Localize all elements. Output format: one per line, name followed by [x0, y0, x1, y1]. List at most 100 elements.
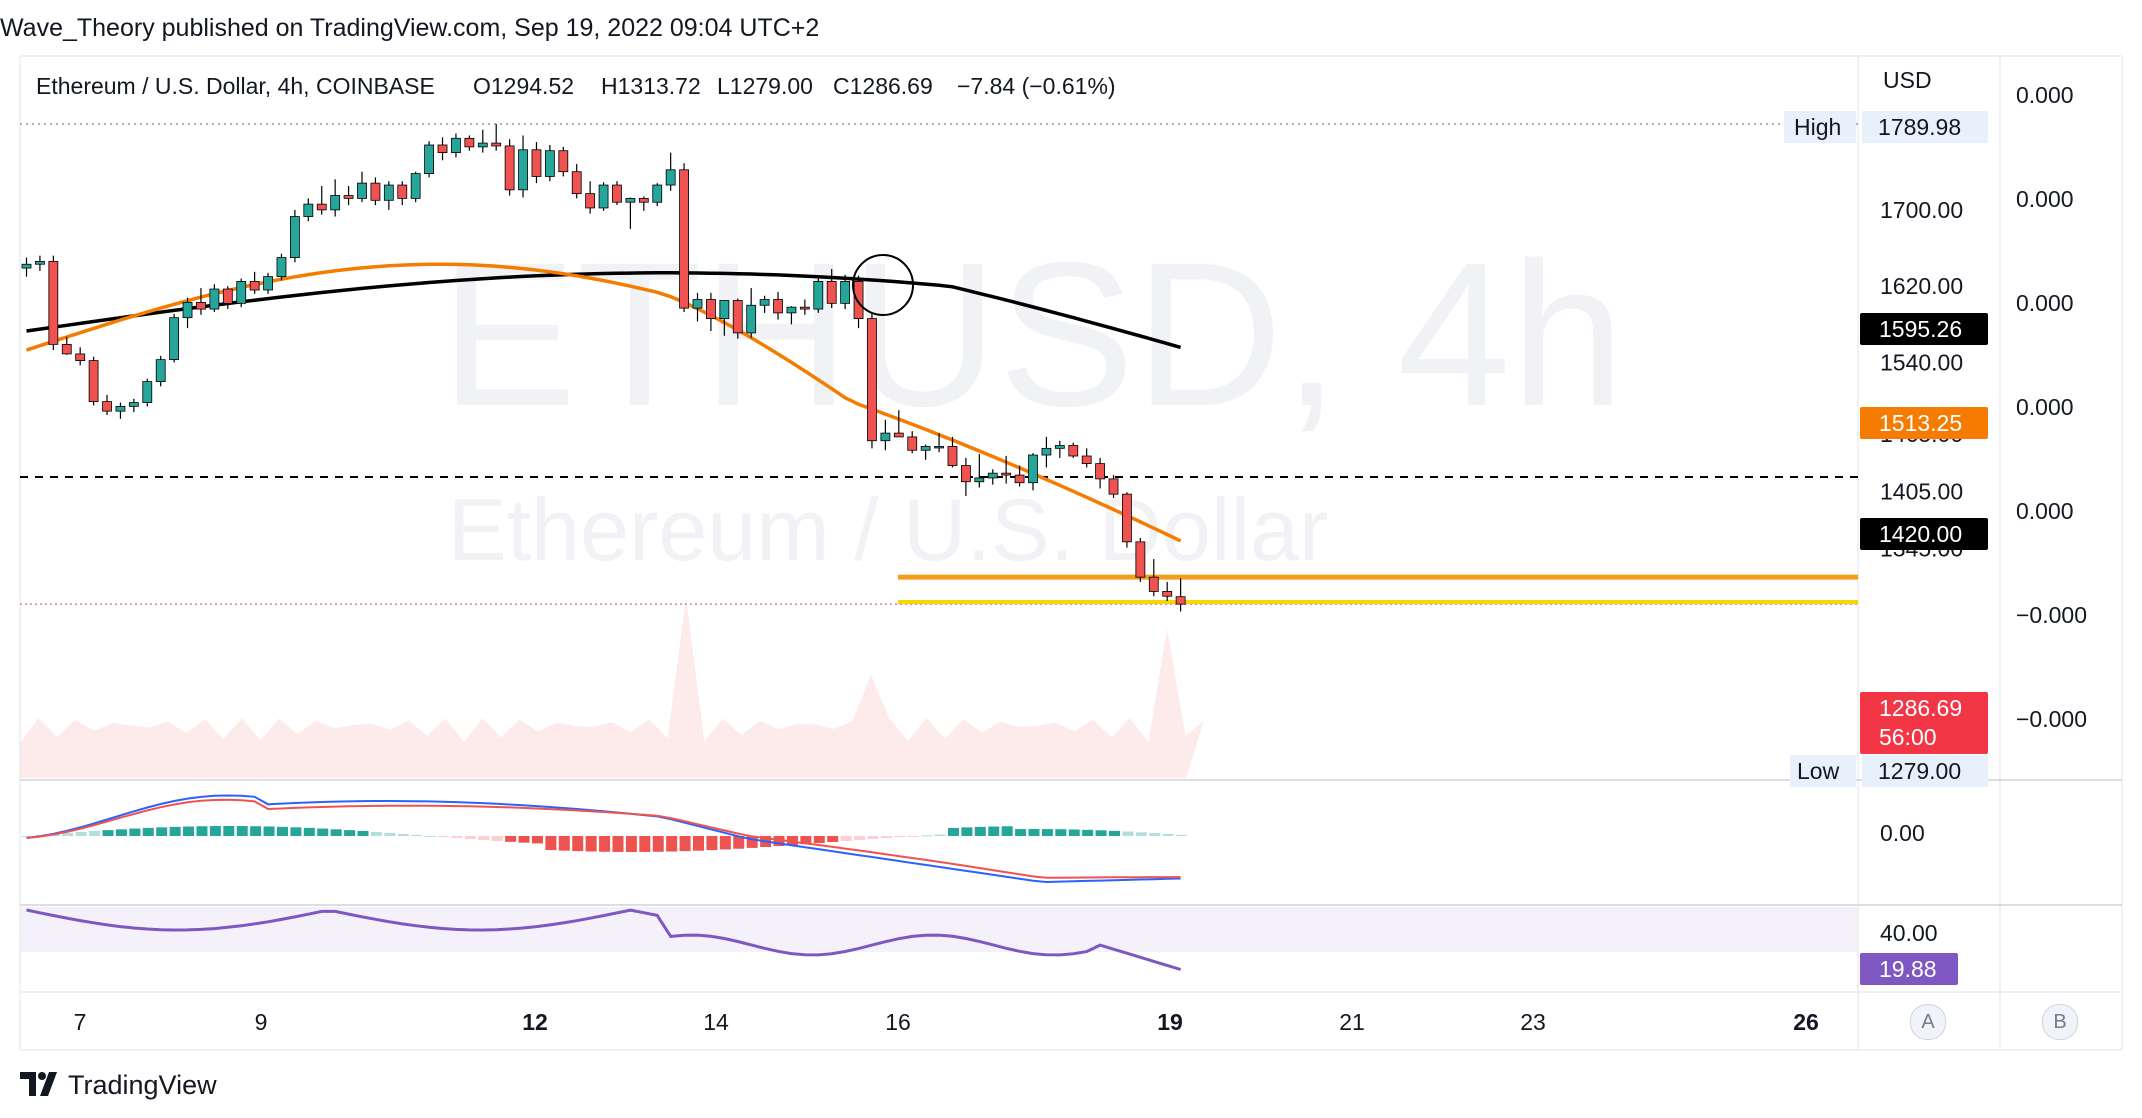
candle [706, 292, 716, 332]
macd-histogram-bar [478, 836, 490, 841]
candle [357, 171, 367, 203]
tradingview-logo-icon [20, 1072, 57, 1096]
candle-body [182, 301, 193, 319]
macd-histogram-bar [1135, 832, 1147, 836]
candle [907, 431, 918, 454]
candle-body [652, 184, 663, 203]
low-label: Low [1797, 758, 1840, 784]
candle [934, 433, 944, 453]
candle-body [679, 169, 689, 309]
macd-histogram-bar [290, 827, 302, 836]
price-lines [20, 123, 1858, 605]
macd-histogram-bar [357, 830, 369, 836]
candle-body [35, 260, 45, 265]
candle-body [612, 184, 622, 203]
tradingview-brand: TradingView [68, 1070, 217, 1100]
candle [1122, 492, 1132, 548]
time-axis-label: 7 [74, 1009, 87, 1035]
candle-body [128, 402, 139, 407]
macd-histogram-bar [531, 836, 543, 844]
candle-body [1095, 463, 1105, 480]
candle [1014, 465, 1025, 487]
macd-histogram-bar [370, 831, 382, 836]
macd-histogram-bar [545, 836, 557, 851]
candle [1028, 453, 1038, 491]
candle-body [61, 343, 72, 355]
macd-histogram-bar [263, 826, 275, 836]
candle [867, 312, 877, 449]
secondary-tick-label: −0.000 [2016, 706, 2087, 732]
candle [115, 402, 126, 419]
time-axis-label: 19 [1157, 1009, 1183, 1035]
macd-histogram-bar [303, 827, 315, 836]
candle [263, 272, 273, 294]
candle [343, 186, 354, 206]
time-axis[interactable]: 7 9 12 14 16 19 21 23 26 [74, 1009, 1819, 1035]
candle-body [397, 184, 408, 199]
macd-histogram-bar [236, 826, 248, 836]
price-tick-label: 1405.00 [1880, 478, 1963, 504]
candle [222, 286, 233, 310]
candle-body [585, 193, 596, 209]
candle-body [867, 318, 877, 442]
candle-body [826, 281, 837, 304]
candle-body [1135, 541, 1146, 578]
price-axis-ticks: 1700.001620.001540.001465.001405.001345.… [1880, 197, 1963, 562]
macd-histogram-bar [518, 836, 530, 843]
macd-histogram-bar [867, 836, 879, 839]
candle [947, 436, 958, 468]
candle-body [947, 446, 958, 466]
candle-body [464, 137, 475, 148]
candle-body [1081, 455, 1092, 465]
macd-histogram-bar [330, 829, 342, 836]
candle [61, 336, 72, 355]
macd-histogram-bar [276, 826, 288, 836]
macd-histogram-bar [424, 835, 436, 837]
candle-body [491, 142, 502, 147]
auto-scale-button[interactable]: A [1910, 1004, 1946, 1040]
candle [638, 196, 649, 211]
macd-histogram-bar [129, 828, 141, 836]
candle [21, 257, 32, 277]
countdown: 56:00 [1879, 724, 1937, 750]
candle [598, 182, 609, 211]
macd-pane [22, 794, 1188, 884]
macd-histogram-bar [786, 836, 798, 846]
candle-body [813, 281, 824, 310]
candle [464, 135, 475, 151]
candle-body [289, 216, 300, 258]
candle [196, 288, 206, 315]
candle [826, 269, 837, 309]
macd-histogram-bar [384, 832, 396, 836]
candle [88, 356, 99, 406]
candle [880, 419, 891, 451]
time-axis-label: 9 [255, 1009, 268, 1035]
macd-histogram-bar [840, 836, 852, 841]
secondary-tick-label: 0.000 [2016, 186, 2074, 212]
candle [518, 135, 528, 198]
candle [773, 291, 783, 320]
candle [719, 300, 730, 336]
candle-body [437, 144, 448, 154]
candle-body [840, 281, 851, 304]
log-scale-button[interactable]: B [2042, 1004, 2078, 1040]
macd-histogram-bar [62, 832, 74, 836]
candle [504, 139, 515, 196]
macd-histogram-bar [599, 836, 611, 852]
macd-histogram-bar [142, 827, 154, 836]
candle-body [961, 465, 971, 483]
macd-histogram-bar [733, 836, 745, 849]
candle-body [665, 169, 676, 186]
secondary-axis-ticks: 0.000 0.000 0.000 0.000 0.000 −0.000 −0.000 [2016, 82, 2087, 732]
macd-histogram-bar [75, 831, 87, 836]
candle [746, 288, 757, 338]
candle [961, 457, 971, 497]
candle-body [719, 300, 730, 320]
candle-body [263, 276, 273, 291]
candle-body [518, 149, 528, 191]
candle [1148, 559, 1159, 597]
macd-histogram-bar [22, 836, 33, 837]
rsi-band [20, 907, 1858, 952]
candle [424, 141, 435, 178]
